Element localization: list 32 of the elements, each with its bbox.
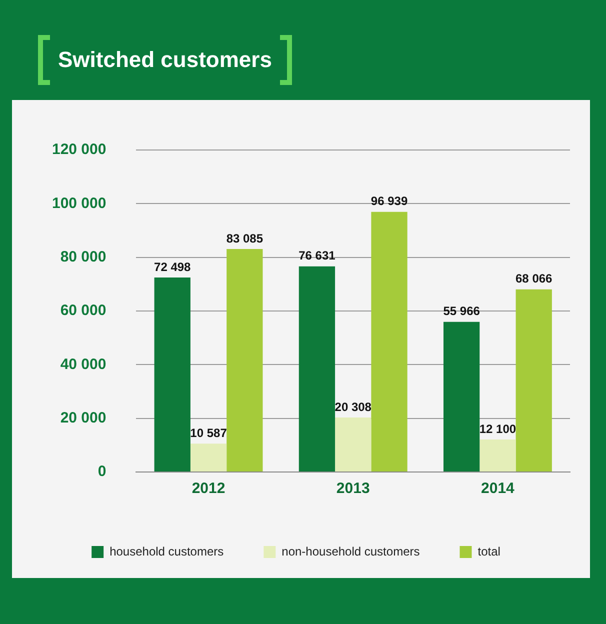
bar [298, 266, 336, 472]
data-label: 20 308 [334, 400, 372, 414]
y-tick-label: 80 000 [60, 248, 106, 266]
legend-label: non-household customers [282, 544, 420, 558]
bar [443, 322, 480, 472]
data-label: 10 587 [190, 426, 228, 440]
chart-title: Switched customers [57, 47, 273, 73]
legend-label: total [478, 544, 500, 558]
data-label: 83 085 [226, 231, 264, 246]
legend-label: household customers [110, 544, 224, 558]
y-tick-label: 60 000 [60, 302, 106, 320]
x-tick-label: 2012 [192, 480, 226, 498]
data-label: 12 100 [479, 422, 516, 436]
data-label: 72 498 [154, 260, 192, 274]
bar [190, 444, 227, 472]
data-label: 68 066 [516, 272, 553, 286]
bar [371, 212, 408, 472]
y-tick-label: 100 000 [52, 194, 106, 212]
bar [226, 249, 263, 472]
bar [480, 440, 516, 472]
x-tick-label: 2013 [336, 480, 370, 498]
bar [154, 277, 190, 472]
y-tick-label: 20 000 [60, 409, 106, 426]
x-tick-label: 2014 [481, 480, 516, 498]
bar [335, 418, 372, 472]
data-label: 55 966 [443, 304, 480, 318]
bar [516, 289, 552, 472]
y-tick-label: 120 000 [52, 141, 106, 158]
data-label: 96 939 [370, 194, 408, 208]
data-label: 76 631 [298, 248, 336, 263]
y-tick-label: 0 [98, 463, 106, 480]
y-tick-label: 40 000 [60, 356, 106, 373]
